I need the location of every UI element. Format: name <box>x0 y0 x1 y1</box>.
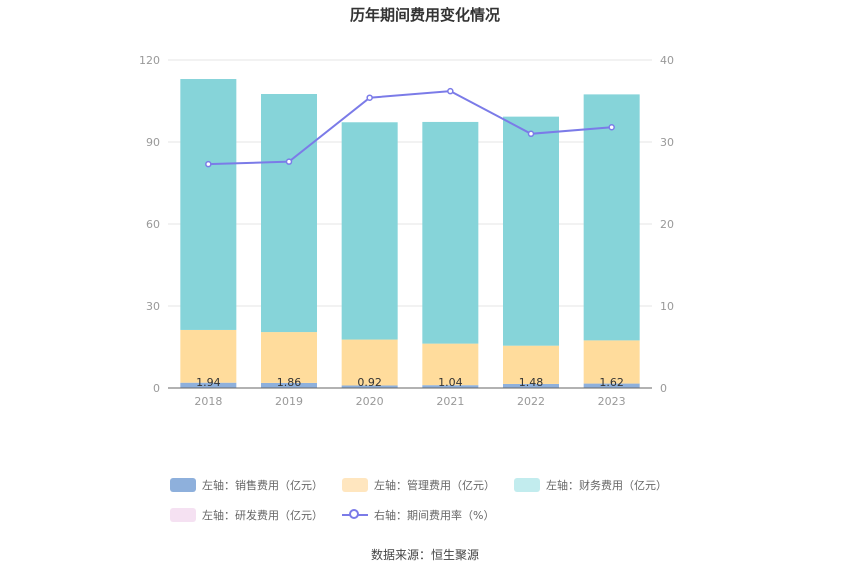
legend-item-rate[interactable]: 右轴：期间费用率（%） <box>342 507 514 523</box>
legend-label-rate: 右轴：期间费用率（%） <box>374 509 495 522</box>
y-right-tick-label: 0 <box>660 382 667 395</box>
legend: 左轴：销售费用（亿元） 左轴：管理费用（亿元） 左轴：财务费用（亿元） 左轴：研… <box>170 470 690 530</box>
legend-swatch-admin <box>342 478 368 492</box>
bar-sales-2019[interactable] <box>261 382 317 388</box>
bar-sales-2023[interactable] <box>583 383 640 388</box>
chart-title: 历年期间费用变化情况 <box>349 6 500 24</box>
y-left-tick-label: 90 <box>146 136 160 149</box>
x-tick-label: 2021 <box>436 395 464 408</box>
bar-sales-2018[interactable] <box>180 382 237 388</box>
rate-line <box>208 90 612 166</box>
legend-label-admin: 左轴：管理费用（亿元） <box>374 479 495 492</box>
data-label-sales: 1.04 <box>438 376 463 389</box>
bar-finance-2019[interactable] <box>261 94 317 333</box>
y-left-tick-label: 60 <box>146 218 160 231</box>
legend-swatch-rd <box>170 508 196 522</box>
x-tick-label: 2020 <box>356 395 384 408</box>
legend-item-admin[interactable]: 左轴：管理费用（亿元） <box>342 477 514 493</box>
y-right-tick-label: 10 <box>660 300 674 313</box>
bar-admin-2023[interactable] <box>583 340 640 384</box>
data-label-sales: 1.48 <box>519 376 544 389</box>
bar-finance-2020[interactable] <box>341 122 398 340</box>
bar-admin-2021[interactable] <box>422 343 479 386</box>
legend-label-sales: 左轴：销售费用（亿元） <box>202 479 323 492</box>
legend-swatch-sales <box>170 478 196 492</box>
bar-finance-2023[interactable] <box>583 94 640 341</box>
bar-admin-2020[interactable] <box>341 339 398 386</box>
bar-admin-2018[interactable] <box>180 329 237 383</box>
rate-point-2019[interactable] <box>285 158 293 165</box>
y-left-tick-label: 0 <box>153 382 160 395</box>
legend-line-rate-icon <box>342 508 368 522</box>
data-label-sales: 0.92 <box>357 376 382 389</box>
data-label-sales: 1.86 <box>277 376 302 389</box>
x-tick-label: 2018 <box>194 395 222 408</box>
x-tick-label: 2019 <box>275 395 303 408</box>
bar-finance-2018[interactable] <box>180 79 237 330</box>
bar-admin-2019[interactable] <box>261 332 317 383</box>
x-tick-label: 2023 <box>598 395 626 408</box>
y-right-tick-label: 30 <box>660 136 674 149</box>
data-label-sales: 1.62 <box>599 376 624 389</box>
y-right-tick-label: 20 <box>660 218 674 231</box>
rate-point-2023[interactable] <box>608 123 615 131</box>
legend-item-rd[interactable]: 左轴：研发费用（亿元） <box>170 507 342 523</box>
y-right-tick-label: 40 <box>660 54 674 67</box>
legend-swatch-finance <box>514 478 540 492</box>
data-label-sales: 1.94 <box>196 376 221 389</box>
bar-finance-2021[interactable] <box>422 121 479 344</box>
bar-sales-2020[interactable] <box>341 385 398 388</box>
bar-sales-2022[interactable] <box>503 383 559 388</box>
bar-admin-2022[interactable] <box>503 345 559 384</box>
legend-item-sales[interactable]: 左轴：销售费用（亿元） <box>170 477 342 493</box>
rate-point-2021[interactable] <box>447 87 454 95</box>
data-source-note: 数据来源：恒生聚源 <box>370 548 479 562</box>
y-left-tick-label: 120 <box>139 54 160 67</box>
bar-finance-2022[interactable] <box>503 116 559 346</box>
rate-point-2018[interactable] <box>205 160 212 168</box>
rate-point-2022[interactable] <box>527 130 535 138</box>
y-left-tick-label: 30 <box>146 300 160 313</box>
bar-sales-2021[interactable] <box>422 385 479 388</box>
chart-area: 1.94 1.86 0.92 1.04 1.48 1.62 0 30 60 90 120 0 10 20… <box>139 54 674 408</box>
legend-label-finance: 左轴：财务费用（亿元） <box>546 479 667 492</box>
rate-point-2020[interactable] <box>366 94 373 101</box>
legend-label-rd: 左轴：研发费用（亿元） <box>202 509 323 522</box>
x-tick-label: 2022 <box>517 395 545 408</box>
legend-item-finance[interactable]: 左轴：财务费用（亿元） <box>514 477 686 493</box>
